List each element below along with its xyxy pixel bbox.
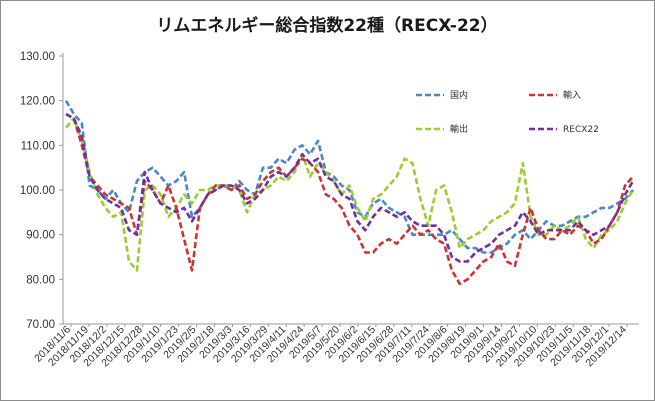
y-tick-label: 80.00 [26,274,55,286]
legend-label: 輸出 [450,123,468,135]
legend-label: RECX22 [563,125,599,135]
y-tick-label: 100.00 [20,185,55,197]
y-tick-label: 70.00 [26,319,55,331]
y-tick-label: 120.00 [20,96,55,108]
legend-label: 輸入 [563,89,581,101]
series-line [65,117,635,272]
series-layer [64,100,635,286]
y-tick-label: 130.00 [20,51,55,63]
series-line [65,112,635,263]
y-tick-label: 90.00 [26,230,55,242]
chart-title: リムエネルギー総合指数22種（RECX-22） [156,15,497,36]
y-axis: 70.00 80.00 90.00 100.00 110.00 120.00 130.00 [20,51,64,331]
x-axis: 2018/11/62018/11/192018/12/22018/12/1520… [32,323,639,369]
y-tick-label: 110.00 [21,140,55,152]
legend-label: 国内 [450,89,468,101]
